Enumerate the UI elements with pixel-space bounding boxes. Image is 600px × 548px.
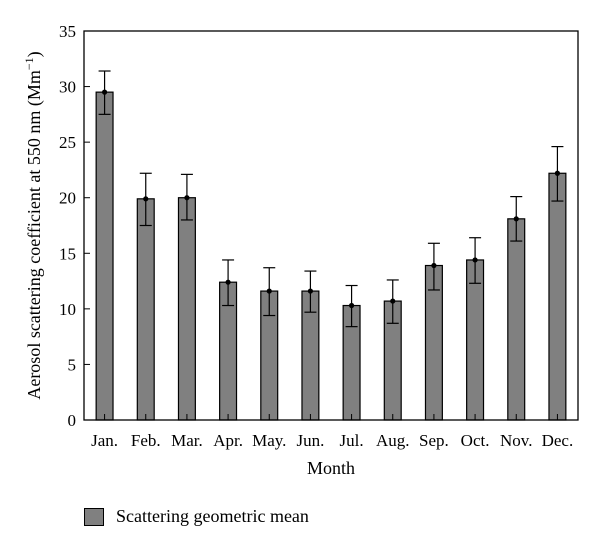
y-axis-label-main: Aerosol scattering coefficient at 550 nm… [24,70,45,400]
x-tick-label: May. [252,431,286,450]
y-tick-label: 5 [68,355,77,374]
y-tick-label: 30 [59,78,76,97]
mean-point [266,288,272,294]
x-tick-label: Oct. [461,431,490,450]
x-tick-label: Mar. [171,431,203,450]
y-axis-ticks: 0 5 10 15 20 25 30 35 [59,22,90,430]
mean-point [307,288,314,294]
bar [136,198,155,421]
mean-point [431,262,437,269]
x-tick-label: Dec. [542,431,574,450]
mean-point [513,216,519,222]
x-tick-label: Nov. [500,431,532,450]
bar [95,91,114,421]
y-tick-label: 15 [59,244,76,263]
legend-label: Scattering geometric mean [116,506,309,526]
x-tick-label: Feb. [131,431,161,450]
mean-point [184,195,190,201]
y-tick-label: 10 [59,300,76,319]
error-bars [98,70,564,328]
bar [466,259,485,421]
legend: Scattering geometric mean [84,506,309,527]
y-axis-label-close: ) [24,51,45,57]
mean-point [225,279,231,285]
x-tick-label: Jan. [91,431,118,450]
x-axis-label: Month [307,458,355,478]
x-tick-label: Jul. [340,431,364,450]
mean-point [472,257,478,263]
x-tick-label: Jun. [296,431,324,450]
mean-point [348,302,355,309]
bar [548,172,567,421]
y-tick-label: 20 [59,189,76,208]
x-tick-label: Aug. [376,431,410,450]
x-tick-label: Apr. [213,431,243,450]
y-tick-label: 25 [59,133,76,152]
mean-point [101,89,108,95]
legend-swatch [84,507,104,526]
y-axis-label-superscript: −1 [22,57,36,70]
x-axis-ticks: Jan. Feb. Mar. Apr. May. Jun. Jul. Aug. Sep. Oct.… [91,414,573,450]
mean-point [143,196,149,202]
y-tick-label: 35 [59,22,76,41]
bars [95,91,567,421]
bar [507,218,526,421]
bar [177,197,196,421]
mean-point [554,170,561,176]
mean-point [390,298,396,304]
plot-frame [83,30,579,421]
y-tick-label: 0 [68,411,77,430]
x-tick-label: Sep. [419,431,449,450]
y-axis-label: Aerosol scattering coefficient at 550 nm… [22,51,45,399]
